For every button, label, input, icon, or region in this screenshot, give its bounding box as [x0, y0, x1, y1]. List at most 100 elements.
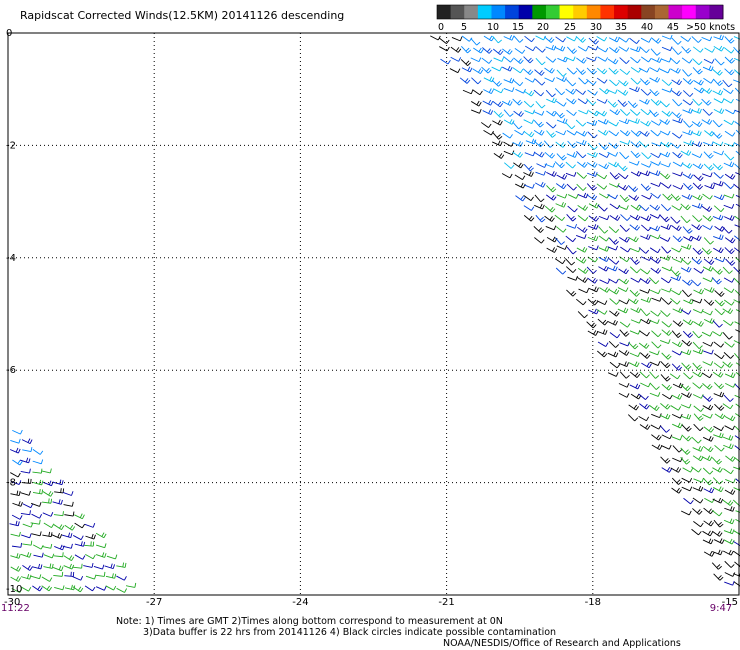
- wind-barb: [650, 161, 661, 166]
- wind-barb: [575, 88, 586, 95]
- wind-barb: [74, 541, 86, 547]
- wind-barb: [522, 68, 534, 75]
- wind-barb: [502, 132, 513, 139]
- wind-barb: [659, 236, 671, 242]
- wind-barb: [586, 321, 597, 329]
- wind-barb: [501, 173, 513, 179]
- wind-barb: [681, 477, 693, 483]
- wind-barb: [630, 247, 641, 253]
- wind-barb: [640, 56, 652, 63]
- wind-barb: [702, 265, 714, 272]
- wind-barb: [62, 543, 73, 549]
- wind-barb: [660, 182, 672, 189]
- wind-barb: [638, 140, 649, 148]
- wind-barb: [619, 321, 631, 328]
- wind-barb: [608, 142, 619, 149]
- wind-barb: [608, 237, 619, 245]
- wind-barb: [597, 118, 609, 125]
- wind-barb: [440, 58, 451, 65]
- wind-barb: [713, 234, 724, 240]
- wind-barb: [534, 203, 545, 210]
- wind-barb: [544, 205, 556, 213]
- wind-barb: [523, 131, 535, 138]
- wind-barb: [680, 258, 692, 265]
- wind-barb: [692, 341, 703, 350]
- wind-barb: [61, 532, 73, 539]
- wind-barb: [459, 77, 471, 84]
- wind-barb: [555, 237, 565, 245]
- wind-barb: [598, 163, 610, 170]
- wind-barb: [449, 68, 461, 74]
- wind-barb: [576, 298, 587, 306]
- wind-barb: [651, 434, 662, 441]
- wind-barb: [723, 352, 735, 359]
- legend-swatch: [559, 5, 574, 19]
- wind-barb: [63, 555, 75, 561]
- legend-swatch: [668, 5, 683, 19]
- wind-barb: [714, 413, 726, 420]
- plot-frame: [7, 32, 740, 596]
- wind-barb: [628, 236, 639, 243]
- wind-barb: [10, 531, 21, 537]
- wind-barb: [513, 162, 524, 169]
- wind-barb: [661, 467, 673, 473]
- wind-barb: [565, 88, 577, 95]
- wind-barb: [597, 47, 609, 53]
- wind-barb: [450, 56, 462, 62]
- wind-barb: [564, 56, 576, 62]
- wind-barb: [703, 426, 715, 433]
- wind-barb: [692, 330, 703, 339]
- wind-barb: [9, 520, 20, 527]
- wind-barb: [650, 120, 662, 126]
- wind-barb: [503, 34, 515, 41]
- y-tick-label: -6: [6, 365, 16, 376]
- wind-barb: [534, 181, 546, 188]
- wind-barb: [693, 321, 704, 327]
- wind-barb: [693, 405, 704, 412]
- wind-barb: [682, 90, 694, 97]
- legend-label: 15: [512, 22, 524, 33]
- wind-barb: [31, 531, 42, 537]
- wind-barb: [703, 163, 714, 171]
- wind-barb: [704, 183, 715, 190]
- wind-barb: [535, 100, 546, 109]
- wind-barb: [713, 108, 725, 114]
- wind-barb: [640, 120, 651, 127]
- wind-barb: [659, 130, 671, 136]
- wind-barb: [619, 194, 630, 203]
- wind-barb: [734, 426, 740, 432]
- wind-barb: [515, 195, 526, 202]
- wind-barb: [597, 318, 608, 326]
- wind-barb: [661, 298, 672, 305]
- wind-barb: [630, 170, 642, 177]
- wind-barb: [713, 34, 724, 41]
- wind-barb: [629, 352, 641, 358]
- wind-barb: [682, 319, 694, 326]
- wind-barb: [618, 205, 629, 210]
- wind-barb: [628, 298, 639, 305]
- wind-barb: [691, 224, 702, 231]
- wind-barb: [554, 161, 565, 169]
- wind-barb: [724, 237, 736, 244]
- wind-barb: [628, 342, 639, 350]
- wind-barb: [703, 520, 714, 527]
- wind-barb: [555, 201, 567, 208]
- wind-barb: [619, 140, 631, 145]
- wind-barb: [691, 153, 703, 159]
- wind-barb: [724, 489, 736, 495]
- wind-barb: [42, 531, 53, 538]
- wind-barb: [733, 456, 740, 463]
- wind-barb: [618, 79, 629, 87]
- wind-barb: [482, 99, 494, 106]
- wind-barb: [556, 193, 568, 199]
- wind-barb: [702, 413, 713, 419]
- wind-barb: [680, 215, 691, 224]
- wind-barb: [681, 46, 692, 54]
- wind-barb: [534, 151, 545, 158]
- x-tick-label: -21: [438, 597, 454, 608]
- wind-barb: [30, 519, 41, 525]
- wind-barb: [10, 576, 22, 582]
- wind-barb: [661, 34, 673, 40]
- wind-barb: [629, 37, 640, 44]
- wind-barb: [20, 510, 31, 516]
